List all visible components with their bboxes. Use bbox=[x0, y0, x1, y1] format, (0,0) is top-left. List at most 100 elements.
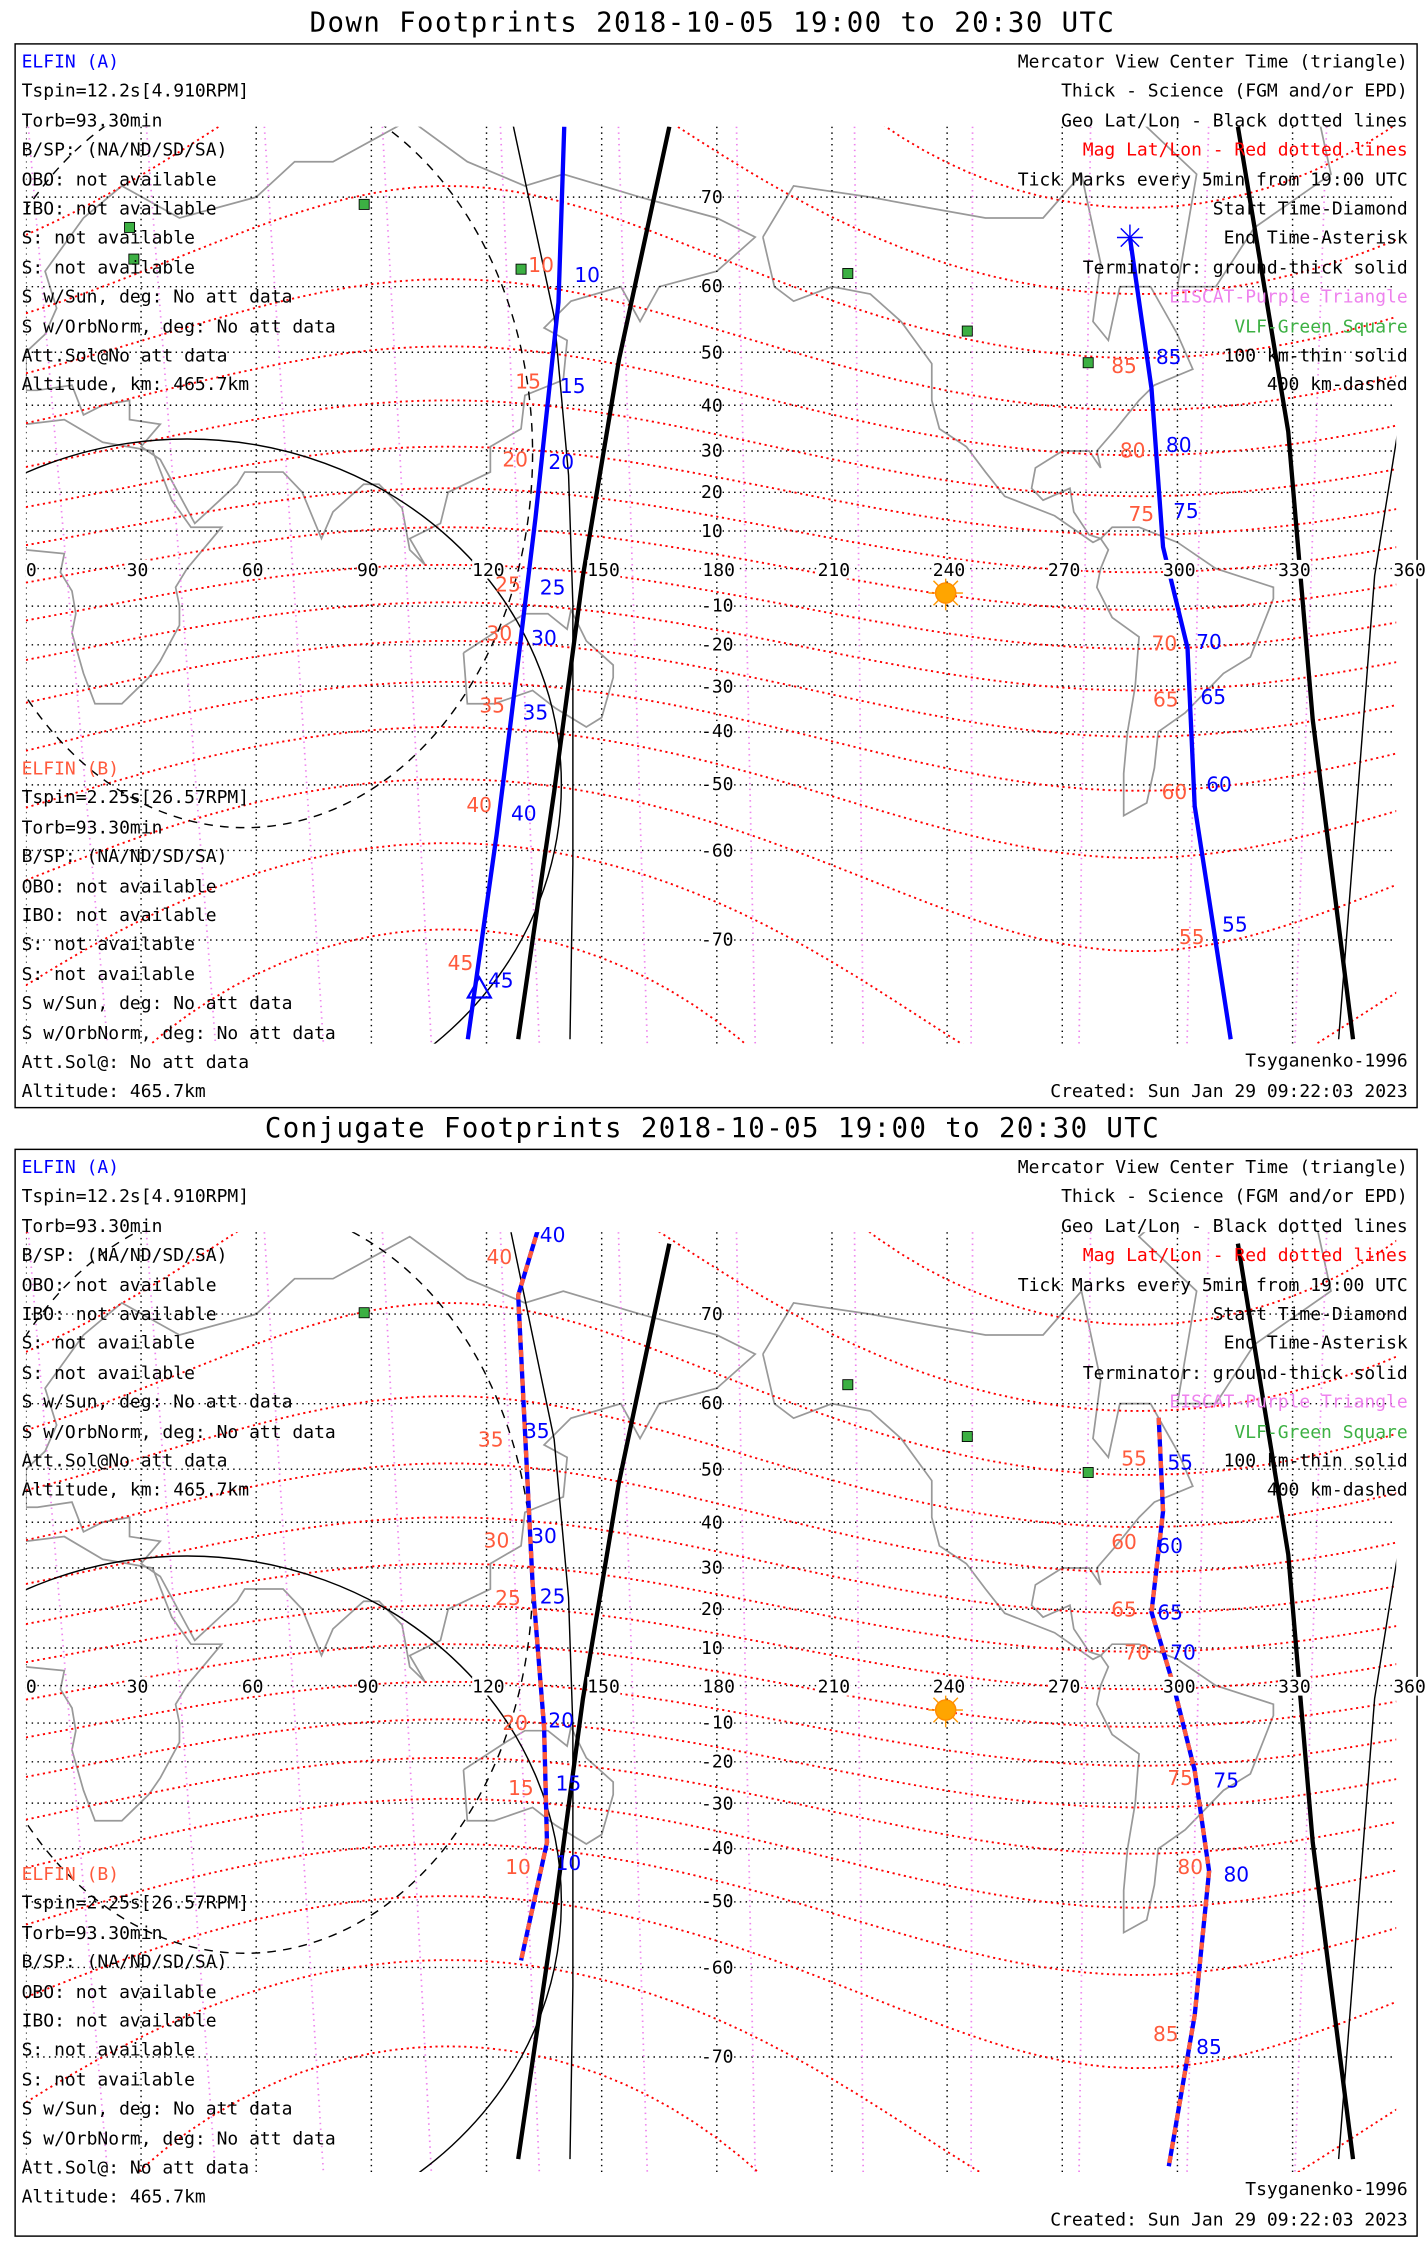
lat-tick-label: 30 bbox=[700, 1556, 723, 1579]
info-line: Torb=93.30min bbox=[21, 1214, 163, 1237]
footer: Tsyganenko-1996 Created: Sun Jan 29 09:22… bbox=[1050, 1047, 1407, 1106]
mag-parallel bbox=[25, 1232, 1397, 1326]
vlf-green-square bbox=[1082, 357, 1094, 369]
info-line: S w/Sun, deg: No att data bbox=[21, 285, 293, 307]
elfin-b-tick-label: 35 bbox=[477, 1429, 504, 1453]
mag-parallel bbox=[150, 928, 747, 1044]
elfin-a-tick-label: 55 bbox=[1167, 1452, 1194, 1476]
elfin-b-tick-label: 45 bbox=[447, 952, 474, 976]
lat-tick-label: -10 bbox=[700, 594, 734, 617]
legend-item: Mag Lat/Lon - Red dotted lines bbox=[1082, 138, 1408, 161]
lat-tick-label: -50 bbox=[700, 773, 734, 795]
elfin-a-tick-label: 35 bbox=[522, 702, 549, 726]
legend-item: Geo Lat/Lon - Black dotted lines bbox=[1061, 1214, 1408, 1237]
legend-item: Terminator: ground-thick solid bbox=[1082, 1361, 1408, 1384]
lat-tick-label: -40 bbox=[700, 1837, 734, 1859]
legend-item: Mercator View Center Time (triangle) bbox=[1017, 1155, 1408, 1178]
info-line: Att.Sol@No att data bbox=[21, 344, 228, 366]
vlf-green-square bbox=[842, 268, 854, 279]
lat-tick-label: 10 bbox=[700, 519, 723, 542]
model-label: Tsyganenko-1996 bbox=[1245, 2178, 1408, 2200]
terminator-100km bbox=[1337, 436, 1397, 1040]
info-line: Altitude: 465.7km bbox=[21, 2185, 206, 2208]
end-time-asterisk-icon bbox=[1116, 224, 1143, 251]
mag-parallel bbox=[25, 185, 1397, 359]
elfin-b-tick-label: 55 bbox=[1178, 926, 1205, 951]
elfin-b-tick-label: 15 bbox=[515, 371, 541, 395]
elfin-b-tick-label: 80 bbox=[1177, 1856, 1204, 1880]
info-line: Torb=93.30min bbox=[21, 815, 163, 838]
info-line: S: not available bbox=[21, 1332, 195, 1354]
lon-tick-label: 330 bbox=[1278, 1675, 1311, 1698]
elfin-b-tick-label: 65 bbox=[1152, 689, 1179, 713]
legend-item: 100 km-thin solid bbox=[1223, 344, 1408, 366]
vlf-green-square bbox=[358, 198, 370, 210]
elfin-b-track bbox=[516, 1232, 550, 1961]
lat-tick-label: -60 bbox=[700, 838, 734, 861]
info-line: S w/Sun, deg: No att data bbox=[21, 992, 293, 1014]
mag-parallel bbox=[25, 563, 1397, 650]
elfin-b-track bbox=[1149, 1417, 1212, 2167]
mag-parallel bbox=[25, 126, 1397, 295]
lon-tick-label: 150 bbox=[587, 558, 620, 581]
elfin-b-tick-label: 75 bbox=[1167, 1767, 1194, 1791]
elfin-b-tick-label: 70 bbox=[1151, 633, 1178, 657]
elfin-b-info: ELFIN (B) Tspin=2.25s[26.57RPM] Torb=93.30… bbox=[22, 1860, 336, 2212]
panel-title: Down Footprints 2018-10-05 19:00 to 20:3… bbox=[309, 7, 1116, 39]
info-line: Tspin=12.2s[4.910RPM] bbox=[21, 1185, 250, 1207]
lat-tick-label: 60 bbox=[700, 275, 723, 297]
elfin-b-tick-label: 70 bbox=[1124, 1642, 1150, 1666]
info-line: S: not available bbox=[21, 255, 195, 278]
mag-parallel bbox=[25, 778, 1397, 953]
legend-item: VLF-Green Square bbox=[1234, 1420, 1408, 1442]
info-line: B/SP: (NA/ND/SD/SA) bbox=[21, 138, 228, 161]
elfin-a-tick-label: 45 bbox=[487, 970, 514, 994]
elfin-b-tick-label: 40 bbox=[466, 794, 493, 818]
elfin-b-tick-label: 60 bbox=[1161, 781, 1188, 805]
info-line: IBO: not available bbox=[21, 197, 217, 219]
lat-tick-label: 20 bbox=[700, 1597, 723, 1620]
lon-tick-label: 360 bbox=[1393, 1675, 1425, 1698]
info-line: B/SP: (NA/ND/SD/SA) bbox=[21, 1950, 228, 1973]
lat-tick-label: 40 bbox=[700, 1510, 723, 1533]
coastline-samerica bbox=[1095, 1643, 1275, 1935]
sun-icon bbox=[928, 575, 963, 611]
elfin-a-tick-label: 25 bbox=[539, 577, 566, 601]
elfin-a-tick-label: 80 bbox=[1223, 1864, 1250, 1888]
terminator-100km bbox=[512, 126, 574, 1040]
elfin-a-track bbox=[1127, 237, 1233, 1040]
info-line: Torb=93.30min bbox=[21, 1921, 163, 1943]
satellite-name: ELFIN (B) bbox=[21, 1862, 120, 1885]
legend-item: Start Time-Diamond bbox=[1212, 197, 1408, 219]
info-line: B/SP: (NA/ND/SD/SA) bbox=[21, 845, 228, 867]
lon-tick-label: 60 bbox=[241, 1675, 264, 1698]
mag-parallel bbox=[25, 1232, 1397, 1412]
created-timestamp: Created: Sun Jan 29 09:22:03 2023 bbox=[1050, 1078, 1408, 1101]
info-line: Tspin=2.25s[26.57RPM] bbox=[21, 786, 250, 809]
elfin-b-tick-label: 20 bbox=[502, 449, 529, 473]
lon-tick-label: 270 bbox=[1047, 1675, 1081, 1698]
mag-meridian bbox=[499, 1232, 541, 2173]
legend-item: Mag Lat/Lon - Red dotted lines bbox=[1082, 1243, 1408, 1266]
lat-tick-label: 30 bbox=[700, 439, 723, 462]
legend-item: Terminator: ground-thick solid bbox=[1082, 255, 1408, 278]
lat-tick-label: -60 bbox=[700, 1955, 734, 1978]
info-line: IBO: not available bbox=[21, 2009, 217, 2032]
mag-meridian bbox=[1078, 1232, 1092, 2173]
elfin-a-tick-label: 40 bbox=[539, 1224, 566, 1248]
lon-tick-label: 90 bbox=[356, 558, 379, 581]
legend-item: End Time-Asterisk bbox=[1223, 226, 1408, 249]
lon-tick-label: 210 bbox=[817, 558, 851, 581]
lat-tick-label: 50 bbox=[700, 1457, 723, 1480]
elfin-a-tick-label: 60 bbox=[1206, 774, 1232, 798]
coastline-africa bbox=[25, 418, 224, 705]
vlf-green-square bbox=[961, 1431, 973, 1442]
elfin-b-tick-label: 85 bbox=[1152, 2023, 1179, 2047]
lon-tick-label: 180 bbox=[702, 1675, 735, 1698]
satellite-name: ELFIN (B) bbox=[21, 757, 120, 779]
elfin-a-tick-label: 60 bbox=[1157, 1535, 1183, 1559]
elfin-b-info: ELFIN (B) Tspin=2.25s[26.57RPM] Torb=93.30… bbox=[22, 754, 336, 1106]
info-line: Tspin=2.25s[26.57RPM] bbox=[21, 1891, 250, 1914]
coastline-eurasia bbox=[25, 1235, 757, 1683]
mag-parallel bbox=[25, 601, 1397, 692]
